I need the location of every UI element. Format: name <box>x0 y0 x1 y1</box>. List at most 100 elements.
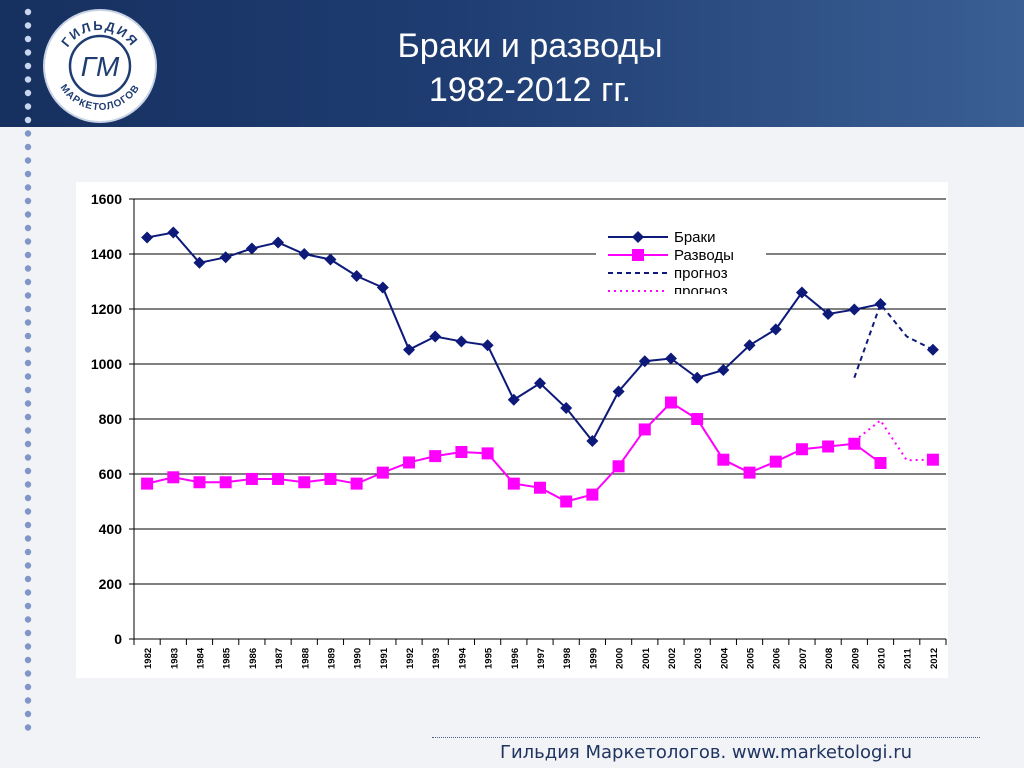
data-point-divorce <box>481 447 494 460</box>
data-point-marriage <box>874 298 887 311</box>
data-point-marriage <box>167 226 180 239</box>
decor-dot <box>24 724 32 731</box>
data-point-marriage <box>717 364 730 377</box>
decor-dot <box>24 8 32 16</box>
data-point-marriage <box>664 352 677 365</box>
data-point-divorce <box>848 437 861 450</box>
decor-dot <box>24 62 32 70</box>
x-axis-labels: 1982 1983 1984 1985 1986 1987 1988 1989 1990 1991… <box>143 647 940 669</box>
data-point-divorce <box>429 450 442 463</box>
data-point-marriage <box>612 385 625 398</box>
x-tick-label: 2004 <box>719 647 730 669</box>
decor-dot <box>24 89 32 97</box>
data-point-divorce <box>691 413 704 425</box>
y-tick-label: 1000 <box>91 356 122 372</box>
title-line-1: Браки и разводы <box>397 27 663 65</box>
data-point-marriage <box>691 371 704 384</box>
forecast-line <box>853 302 934 379</box>
chart-area: 0 200 400 600 800 1000 1200 1400 1600 1982 1983 19… <box>76 182 948 678</box>
legend-marker <box>632 231 644 243</box>
decor-dot <box>24 400 32 407</box>
data-point-marriage <box>507 393 520 406</box>
decor-dot <box>24 481 32 488</box>
data-point-marriage <box>795 286 808 299</box>
decor-dot <box>24 454 32 461</box>
x-tick-label: 2002 <box>667 648 678 669</box>
x-tick-label: 1982 <box>143 648 154 669</box>
x-tick-label: 1988 <box>300 648 311 669</box>
decor-dot <box>24 157 32 164</box>
data-point-divorce <box>403 456 416 469</box>
x-tick-label: 1992 <box>405 648 416 669</box>
data-point-divorce <box>612 460 625 473</box>
data-point-marriage <box>219 251 232 264</box>
decor-dot <box>24 278 32 286</box>
x-tick-label: 1993 <box>431 648 442 669</box>
footer-divider <box>432 737 980 738</box>
decor-dot <box>24 238 32 245</box>
data-point-divorce <box>874 457 887 469</box>
data-point-marriage <box>376 281 389 294</box>
guild-logo: ГИЛЬДИЯ МАРКЕТОЛОГОВ ГМ <box>43 9 157 123</box>
data-point-divorce <box>717 453 730 466</box>
data-point-divorce <box>743 466 756 479</box>
decor-dot <box>24 467 32 475</box>
y-tick-label: 1400 <box>91 246 122 262</box>
decor-dot <box>24 224 32 232</box>
decor-dot <box>24 211 32 218</box>
x-tick-label: 1994 <box>457 647 468 669</box>
x-tick-label: 1989 <box>326 648 337 669</box>
y-axis-labels: 0 200 400 600 800 1000 1200 1400 1600 <box>91 191 122 647</box>
decor-dot <box>24 103 32 110</box>
decor-dot <box>24 413 32 421</box>
data-point-marriage <box>822 307 835 320</box>
decor-dot <box>24 643 32 650</box>
x-tick-label: 1999 <box>588 648 599 669</box>
decor-dot <box>24 184 32 191</box>
data-point-divorce <box>193 476 206 489</box>
dots-decoration <box>24 8 32 731</box>
data-point-divorce <box>638 423 651 436</box>
x-tick-label: 2003 <box>693 648 704 669</box>
decor-dot <box>24 76 32 83</box>
decor-dot <box>24 710 32 718</box>
decor-dot <box>24 22 32 29</box>
x-tick-label: 1986 <box>248 648 259 669</box>
data-point-divorce <box>298 476 311 489</box>
data-point-divorce <box>560 495 573 508</box>
legend-marker <box>632 249 644 261</box>
data-point-divorce <box>534 481 546 494</box>
data-point-marriage <box>403 343 416 356</box>
data-point-marriage <box>560 402 573 414</box>
data-point-marriage <box>455 335 468 348</box>
decor-dot <box>24 562 32 569</box>
x-tick-label: 1996 <box>510 648 521 669</box>
x-tick-label: 1991 <box>379 647 390 669</box>
legend-label: Разводы <box>674 247 734 264</box>
x-tick-label: 1997 <box>536 648 547 669</box>
x-tick-label: 2001 <box>641 647 652 669</box>
data-point-marriage <box>245 242 258 255</box>
data-point-divorce <box>769 455 782 468</box>
decor-dot <box>24 359 32 367</box>
decor-dot <box>24 575 32 583</box>
x-tick-label: 2006 <box>772 648 783 669</box>
decor-dot <box>24 656 32 664</box>
legend-label: прогноз <box>674 265 728 282</box>
x-tick-label: 1984 <box>195 647 206 669</box>
decor-dot <box>24 589 32 596</box>
decor-dot <box>24 130 32 137</box>
decor-dot <box>24 494 32 502</box>
decor-dot <box>24 292 32 299</box>
y-tick-label: 600 <box>99 466 123 482</box>
data-point-divorce <box>822 440 835 453</box>
data-point-divorce <box>586 488 599 501</box>
data-point-marriage <box>743 339 756 352</box>
data-point-marriage <box>534 377 546 390</box>
decor-dot <box>24 170 32 178</box>
decor-dot <box>24 670 32 677</box>
data-point-divorce <box>926 453 939 466</box>
data-point-marriage <box>481 339 494 352</box>
